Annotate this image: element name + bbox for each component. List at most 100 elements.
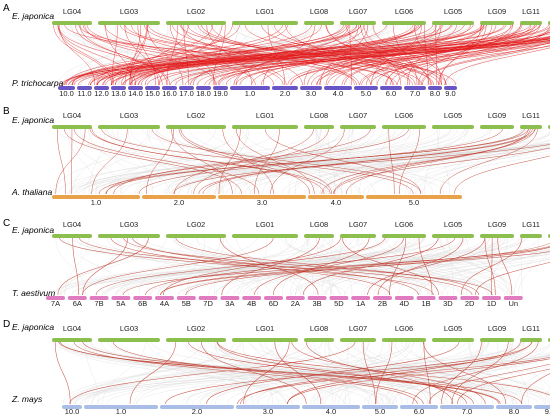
background-synteny-link	[187, 236, 221, 296]
bottom-chromosome-label: 7A	[51, 299, 60, 308]
bottom-chromosome-label: 4.0	[333, 89, 343, 98]
background-synteny-link	[409, 146, 550, 195]
background-synteny-link	[162, 127, 404, 195]
highlighted-synteny-link	[58, 236, 434, 296]
background-synteny-link	[392, 355, 550, 405]
panel-a: AE. japonica P. trichocarpa LG04 LG03 LG02 LG…	[3, 3, 550, 98]
background-synteny-link	[79, 340, 392, 405]
bottom-chromosome-label: 7.0	[462, 407, 472, 416]
highlighted-synteny-link	[344, 23, 523, 86]
bottom-chromosome-bar	[94, 86, 109, 90]
bottom-chromosome-label: 16.0	[162, 89, 177, 98]
highlighted-synteny-link	[63, 127, 242, 195]
background-synteny-link	[214, 340, 253, 405]
bottom-chromosome-bar	[400, 405, 438, 409]
highlighted-synteny-link	[137, 23, 156, 86]
highlighted-synteny-link	[454, 155, 550, 195]
highlighted-synteny-link	[333, 147, 550, 195]
background-synteny-link	[59, 340, 472, 405]
background-synteny-link	[260, 340, 526, 405]
highlighted-synteny-link	[420, 42, 550, 86]
panel-letter: A	[3, 3, 10, 14]
bottom-chromosome-label: 2.0	[192, 407, 202, 416]
top-chromosome-bar	[232, 338, 298, 342]
highlighted-synteny-link	[138, 127, 504, 195]
bottom-chromosome-bar	[428, 86, 442, 90]
top-chromosome-label: LG05	[444, 220, 462, 229]
top-chromosome-bar	[340, 338, 376, 342]
highlighted-synteny-link	[185, 40, 550, 86]
background-synteny-link	[55, 236, 86, 296]
background-synteny-link	[245, 353, 550, 405]
bottom-chromosome-bar	[218, 195, 306, 199]
background-synteny-link	[66, 340, 394, 405]
highlighted-synteny-link	[370, 45, 550, 86]
background-synteny-links	[54, 127, 550, 195]
highlighted-synteny-link	[497, 236, 513, 296]
bottom-chromosome-label: 4.0	[326, 407, 336, 416]
top-chromosome-bar	[480, 125, 514, 129]
top-chromosome-label: LG01	[256, 111, 274, 120]
highlighted-synteny-link	[362, 340, 376, 405]
background-synteny-link	[418, 258, 550, 296]
background-synteny-link	[57, 340, 293, 405]
background-synteny-link	[52, 340, 539, 405]
bottom-chromosome-bar	[62, 405, 82, 409]
background-synteny-link	[379, 343, 550, 405]
panel-letter: C	[3, 218, 10, 229]
top-chromosome-bar	[98, 125, 160, 129]
top-chromosome-bar	[520, 21, 542, 25]
highlighted-synteny-link	[251, 23, 472, 86]
bottom-chromosome-bar	[145, 86, 160, 90]
background-synteny-link	[316, 33, 550, 86]
bottom-chromosome-bar	[404, 86, 426, 90]
top-chromosome-label: LG09	[488, 7, 506, 16]
bottom-chromosome-bar	[308, 195, 364, 199]
bottom-chromosome-bar	[155, 296, 174, 300]
background-synteny-link	[520, 236, 523, 296]
highlighted-synteny-link	[61, 33, 550, 86]
background-synteny-link	[419, 247, 550, 296]
background-synteny-link	[422, 152, 550, 195]
background-synteny-link	[327, 127, 336, 195]
top-chromosome-bar	[232, 125, 298, 129]
highlighted-synteny-link	[333, 127, 531, 195]
background-synteny-link	[448, 236, 454, 296]
highlighted-synteny-link	[138, 23, 421, 86]
bottom-chromosome-label: 4B	[247, 299, 256, 308]
bottom-chromosome-bar	[503, 296, 523, 300]
highlighted-synteny-link	[82, 236, 274, 296]
bottom-chromosome-label: 2D	[465, 299, 475, 308]
background-synteny-link	[178, 246, 550, 296]
highlighted-synteny-link	[521, 373, 550, 405]
top-chromosome-label: LG06	[395, 324, 413, 333]
highlighted-synteny-link	[73, 340, 418, 405]
top-chromosome-bar	[432, 125, 474, 129]
highlighted-synteny-link	[428, 363, 550, 405]
background-synteny-link	[88, 127, 143, 195]
bottom-species-label: T. aestivum	[12, 288, 55, 298]
highlighted-synteny-link	[320, 23, 369, 86]
background-synteny-link	[97, 127, 351, 195]
background-synteny-link	[134, 127, 374, 195]
bottom-chromosome-bar	[84, 405, 158, 409]
highlighted-synteny-link	[72, 23, 312, 86]
highlighted-synteny-link	[424, 23, 429, 86]
highlighted-synteny-link	[122, 236, 493, 296]
panel-d: D E. japonica Z. mays LG04 LG03 LG02 LG01 LG08 L…	[3, 319, 550, 416]
top-chromosome-label: LG05	[444, 111, 462, 120]
background-synteny-link	[74, 355, 550, 405]
bottom-chromosome-label: 6D	[269, 299, 279, 308]
bottom-chromosome-bar	[198, 296, 218, 300]
highlighted-synteny-link	[215, 39, 550, 86]
background-synteny-link	[334, 340, 384, 405]
top-chromosome-label: LG07	[349, 324, 367, 333]
highlighted-synteny-link	[64, 23, 398, 86]
top-chromosome-bar	[304, 21, 334, 25]
bottom-chromosome-label: 19.0	[213, 89, 228, 98]
highlighted-synteny-link	[57, 23, 114, 86]
top-chromosome-label: LG06	[395, 220, 413, 229]
top-chromosome-label: LG04	[63, 324, 81, 333]
background-synteny-link	[102, 340, 146, 405]
highlighted-synteny-link	[406, 23, 442, 86]
